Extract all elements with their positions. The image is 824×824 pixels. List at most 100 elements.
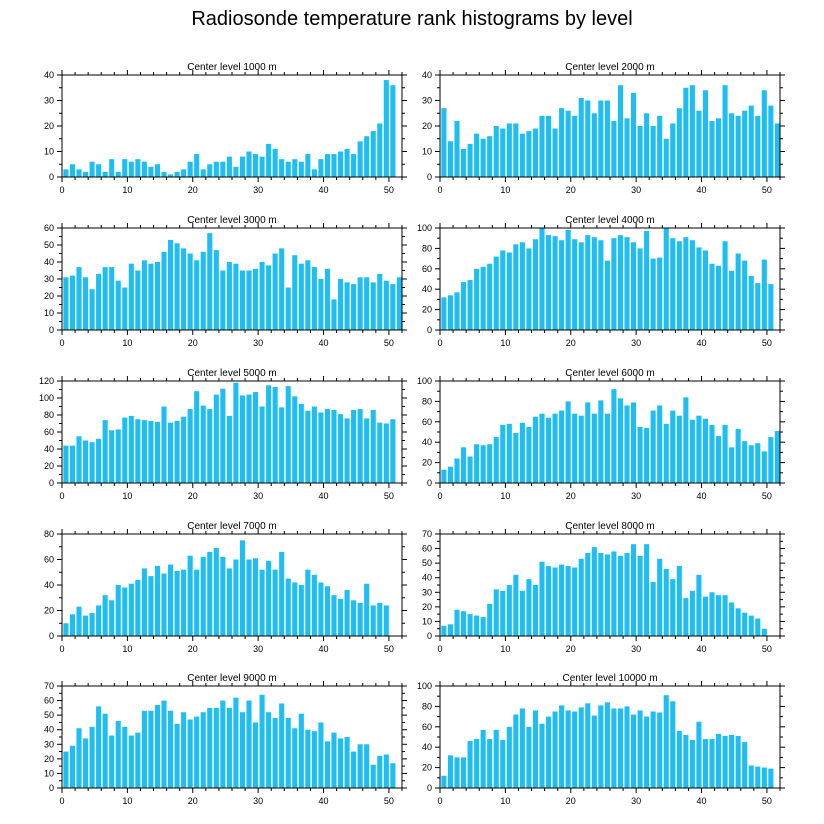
histogram-bar (187, 253, 193, 330)
histogram-bar (76, 728, 82, 788)
histogram-bar (487, 136, 493, 177)
histogram-bar (519, 708, 525, 788)
histogram-bar (154, 421, 161, 483)
x-tick-label: 10 (122, 185, 132, 195)
histogram-bar (591, 113, 597, 177)
histogram-bar (735, 428, 741, 483)
histogram-bar (102, 267, 108, 330)
histogram-bar (102, 595, 108, 636)
histogram-bar (148, 166, 154, 177)
y-tick-label: 0 (49, 631, 54, 641)
histogram-bar (233, 559, 239, 636)
x-tick-label: 30 (253, 644, 263, 654)
histogram-bar (657, 257, 663, 330)
histogram-bar (500, 250, 506, 330)
histogram-bar (128, 263, 134, 330)
histogram-bar (128, 735, 134, 788)
histogram-bar (604, 413, 610, 483)
histogram-bar (748, 275, 754, 330)
x-tick-label: 0 (59, 644, 64, 654)
histogram-bar (154, 262, 161, 330)
histogram-bar (447, 141, 454, 177)
x-tick-label: 50 (384, 644, 394, 654)
histogram-bar (226, 707, 232, 788)
panel-title: Center level 3000 m (187, 215, 277, 226)
histogram-bar (526, 248, 532, 330)
histogram-bar (441, 469, 447, 483)
x-tick-label: 40 (319, 491, 329, 501)
y-tick-label: 20 (422, 121, 432, 131)
histogram-bar (174, 171, 180, 177)
histogram-bar (493, 589, 499, 636)
histogram-bar (552, 711, 558, 788)
histogram-bar (161, 573, 167, 636)
histogram-bar (447, 466, 454, 483)
histogram-bar (748, 765, 754, 788)
histogram-bar (761, 628, 767, 636)
histogram-bar (298, 585, 304, 636)
histogram-bar (161, 406, 167, 483)
histogram-bar (63, 751, 69, 788)
y-tick-label: 100 (417, 376, 432, 386)
histogram-bar (526, 131, 532, 177)
histogram-bar (305, 154, 311, 177)
histogram-bar (246, 559, 252, 636)
histogram-bar (154, 704, 161, 788)
histogram-bar (324, 409, 331, 483)
histogram-bar (565, 566, 571, 636)
histogram-bar (370, 409, 376, 483)
histogram-bar (174, 570, 180, 636)
histogram-bar (650, 126, 656, 177)
histogram-bar (722, 735, 728, 788)
histogram-bar (611, 389, 617, 483)
x-tick-label: 0 (437, 338, 442, 348)
histogram-bar (390, 419, 396, 483)
histogram-bar (324, 586, 331, 636)
histogram-bar (292, 255, 298, 330)
histogram-bar (109, 600, 115, 636)
y-tick-label: 50 (44, 240, 54, 250)
histogram-bar (82, 171, 89, 177)
histogram-bar (742, 110, 748, 177)
histogram-bar (709, 592, 715, 636)
histogram-bar (761, 259, 767, 330)
histogram-bar (657, 115, 663, 177)
histogram-bar (135, 419, 141, 483)
histogram-bar (729, 734, 735, 788)
histogram-bar (351, 600, 357, 636)
histogram-bar (167, 710, 174, 788)
x-tick-label: 20 (188, 185, 198, 195)
histogram-bar (174, 420, 180, 483)
histogram-bar (526, 579, 532, 636)
histogram-panel-10: Center level 10000 m 0 20 40 60 80 100 0 10 20 30 4… (417, 673, 785, 806)
histogram-bar (331, 732, 337, 788)
histogram-bar (370, 131, 376, 177)
histogram-bar (552, 128, 558, 177)
x-tick-label: 0 (437, 491, 442, 501)
histogram-bar (266, 265, 272, 330)
histogram-bar (663, 138, 669, 177)
y-tick-label: 50 (44, 710, 54, 720)
histogram-bar (233, 382, 239, 483)
histogram-bar (344, 737, 350, 788)
histogram-bar (76, 606, 82, 636)
histogram-bar (604, 702, 610, 788)
histogram-bar (207, 409, 213, 483)
histogram-bar (239, 712, 246, 788)
histogram-bar (663, 568, 669, 636)
x-tick-label: 20 (188, 644, 198, 654)
histogram-bar (676, 566, 682, 636)
histogram-bar (467, 280, 473, 330)
histogram-bar (539, 561, 545, 636)
x-tick-label: 50 (762, 338, 772, 348)
histogram-bar (715, 733, 722, 788)
histogram-bar (213, 250, 219, 330)
histogram-bar (624, 405, 630, 483)
histogram-bar (383, 754, 389, 788)
histogram-bar (729, 113, 735, 177)
y-tick-label: 60 (422, 722, 432, 732)
histogram-bar (689, 85, 695, 177)
x-tick-label: 30 (253, 338, 263, 348)
histogram-bar (82, 738, 89, 788)
histogram-bar (89, 726, 95, 788)
